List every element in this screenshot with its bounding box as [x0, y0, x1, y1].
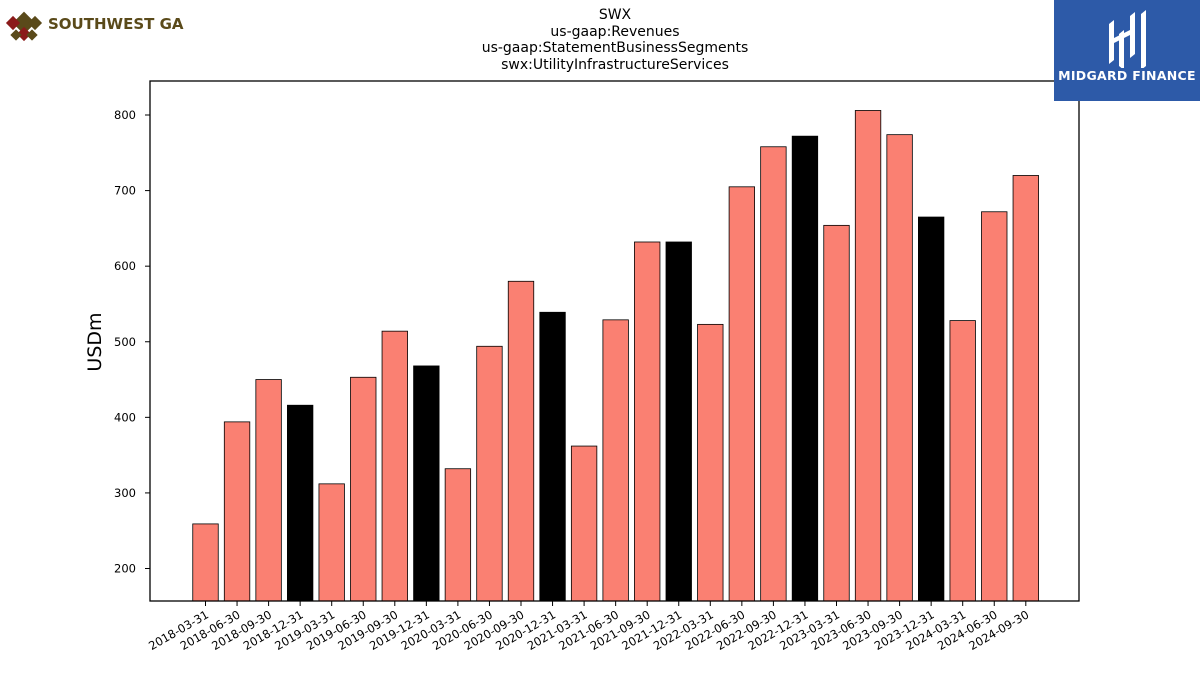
bar-2024-03-31 — [949, 320, 976, 602]
bar-2018-09-30 — [255, 379, 282, 602]
bar-2021-12-31 — [665, 241, 692, 602]
chart-title: SWX us-gaap:Revenues us-gaap:StatementBu… — [415, 7, 815, 73]
bar-2020-12-31 — [539, 311, 566, 602]
bar-2023-09-30 — [886, 134, 913, 602]
bar-2022-06-30 — [728, 186, 755, 602]
bar-2018-06-30 — [223, 421, 251, 602]
midgard-mark-icon — [1109, 10, 1146, 68]
bars-group — [192, 110, 1039, 602]
bar-2022-12-31 — [791, 135, 819, 602]
bar-2023-03-31 — [823, 224, 850, 602]
bar-2018-12-31 — [286, 404, 314, 602]
bar-2021-06-30 — [602, 319, 629, 602]
x-axis: 2018-03-312018-06-302018-09-302018-12-31… — [146, 601, 1031, 653]
southwest-gas-logo: SOUTHWEST GAS — [4, 4, 194, 44]
title-line-3: us-gaap:StatementBusinessSegments — [481, 40, 749, 56]
y-axis: 200 300 400 500 600 700 800 — [114, 108, 150, 576]
diamond-lattice-icon: SOUTHWEST GAS — [5, 11, 194, 42]
y-tick-label-700: 700 — [114, 184, 136, 198]
bar-2019-03-31 — [318, 483, 345, 602]
bar-2022-09-30 — [760, 146, 787, 602]
title-line-2: us-gaap:Revenues — [550, 23, 680, 40]
bar-2021-09-30 — [634, 241, 661, 602]
bar-2018-03-31 — [192, 523, 219, 602]
southwest-gas-wordmark: SOUTHWEST GAS — [48, 15, 184, 33]
bar-2023-12-31 — [918, 216, 945, 602]
plot-frame — [149, 80, 1080, 602]
bar-2020-03-31 — [444, 468, 472, 602]
bar-2020-09-30 — [507, 280, 535, 602]
title-line-1: SWX — [598, 7, 632, 23]
y-tick-label-600: 600 — [114, 259, 136, 273]
y-tick-label-500: 500 — [114, 335, 136, 349]
bar-2024-09-30 — [1012, 175, 1039, 602]
bar-2019-06-30 — [350, 376, 377, 602]
bar-2024-06-30 — [981, 211, 1008, 602]
bar-2019-12-31 — [413, 365, 440, 602]
y-tick-label-400: 400 — [114, 410, 136, 424]
y-tick-label-800: 800 — [114, 108, 136, 122]
bar-2020-06-30 — [476, 345, 503, 602]
bar-2021-03-31 — [570, 445, 598, 602]
bar-2019-09-30 — [381, 330, 408, 602]
y-tick-label-300: 300 — [114, 486, 136, 500]
midgard-finance-wordmark: MIDGARD FINANCE — [1058, 68, 1196, 83]
bar-2022-03-31 — [697, 323, 724, 602]
y-axis-label: USDm — [84, 312, 106, 371]
midgard-finance-logo: MIDGARD FINANCE — [1054, 0, 1200, 101]
bar-2023-06-30 — [854, 110, 882, 602]
title-line-4: swx:UtilityInfrastructureServices — [501, 56, 729, 73]
y-tick-label-200: 200 — [114, 562, 136, 576]
